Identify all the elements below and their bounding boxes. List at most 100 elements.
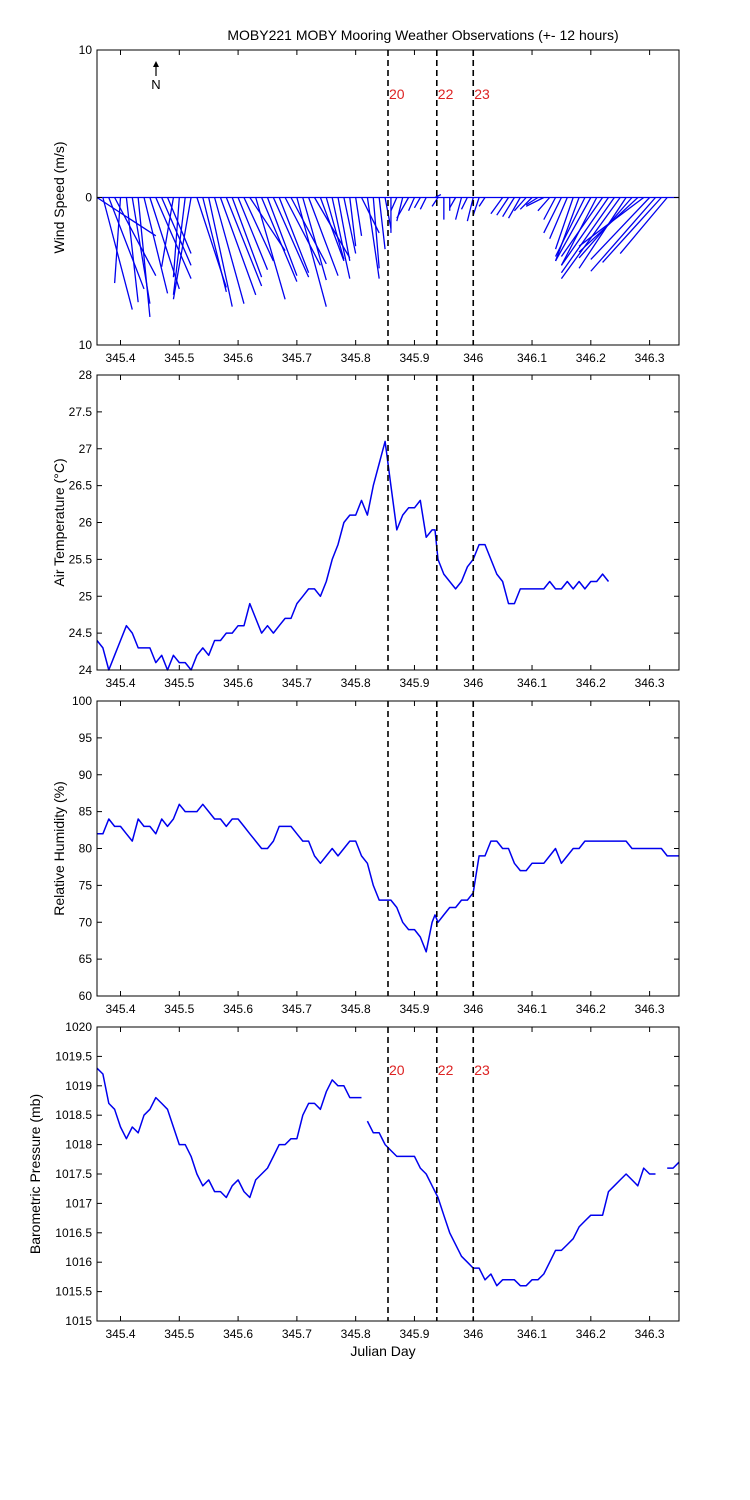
y-axis-label: Air Temperature (°C) [51,458,67,586]
x-tick-label: 345.5 [164,351,194,365]
wind-vector [319,197,345,262]
y-tick-label: 10 [79,43,93,57]
x-tick-label: 345.8 [341,676,371,690]
wind-vector [502,197,515,218]
y-tick-label: 1016.5 [55,1226,92,1240]
wind-vector [172,197,192,300]
x-tick-label: 346.2 [576,1002,606,1016]
x-tick-label: 345.6 [223,1002,253,1016]
x-tick-label: 346.1 [517,1327,547,1341]
x-tick-label: 346.3 [635,351,665,365]
wind-speed-panel: N 20 22 23 10 0 10 345.4 345.5 345.6 345.7 345.8 345… [51,43,680,365]
x-tick-label: 345.4 [105,351,135,365]
y-axis-label: Barometric Pressure (mb) [27,1094,43,1254]
x-tick-label: 345.5 [164,676,194,690]
wind-vector [554,197,586,257]
wind-vector [237,197,269,271]
x-tick-label: 345.7 [282,676,312,690]
wind-vector [219,197,257,296]
wind-vector [284,197,321,266]
y-tick-label: 25 [79,589,93,603]
x-tick-label: 345.8 [341,1002,371,1016]
x-tick-label: 345.9 [399,676,429,690]
wind-vector [261,197,298,282]
wind-vector [202,197,227,293]
wind-vector [302,197,327,281]
wind-vector [137,197,151,318]
wind-vector [578,197,627,269]
wind-vector [266,197,298,276]
y-tick-label: 24.5 [69,626,93,640]
y-tick-label: 0 [85,191,92,205]
wind-vector [278,197,310,273]
series-line [97,803,679,953]
wind-vector [143,197,169,294]
y-axis-label: Wind Speed (m/s) [51,141,67,253]
y-tick-label: 24 [79,663,93,677]
y-tick-label: 26 [79,516,93,530]
wind-vector [490,197,504,215]
wind-vector [543,197,563,234]
x-tick-label: 345.5 [164,1002,194,1016]
y-tick-label: 1016 [65,1255,92,1269]
y-tick-label: 1015.5 [55,1285,92,1299]
wind-vector [125,197,139,303]
wind-vector [372,197,380,269]
y-tick-label: 25.5 [69,552,93,566]
event-marker-label: 22 [438,86,454,102]
wind-vector [243,197,274,262]
air-temperature-panel: 24 24.5 25 25.5 26 26.5 27 27.5 28 345.4 345.5 345.… [51,368,680,690]
wind-vector [449,197,457,209]
north-label: N [151,77,160,92]
y-tick-label: 1019.5 [55,1049,92,1063]
y-tick-label: 10 [79,338,93,352]
x-tick-label: 345.5 [164,1327,194,1341]
wind-vector [296,197,327,307]
series-line [96,440,610,671]
wind-vector [590,197,651,260]
wind-vector [114,197,157,276]
wind-vector [213,197,245,304]
x-tick-label: 345.6 [223,676,253,690]
wind-vector [208,197,233,307]
y-tick-label: 1019 [65,1079,92,1093]
wind-vector [560,197,609,266]
wind-vector [619,197,668,254]
x-tick-label: 345.6 [223,351,253,365]
figure-title: MOBY221 MOBY Mooring Weather Observation… [227,27,618,43]
wind-vector [554,197,574,250]
wind-vector [349,197,357,247]
wind-vector [413,197,421,209]
wind-vector [519,197,533,210]
event-marker-label: 20 [389,86,405,102]
x-tick-label: 345.9 [399,1002,429,1016]
wind-vector [554,197,592,262]
wind-vector [343,197,357,254]
y-tick-label: 27.5 [69,405,93,419]
x-tick-label: 346.1 [517,1002,547,1016]
wind-vector [96,196,157,237]
x-tick-label: 345.9 [399,351,429,365]
x-tick-label: 345.8 [341,351,371,365]
wind-vector [355,197,363,236]
wind-vector [337,197,351,262]
wind-vector [460,197,468,210]
wind-vector [272,197,310,278]
wind-vector [325,197,345,260]
wind-vector [108,197,145,290]
y-tick-label: 26.5 [69,479,93,493]
y-tick-label: 95 [79,731,93,745]
x-tick-label: 346.2 [576,351,606,365]
wind-vector [249,197,286,251]
wind-vector [466,197,474,222]
series-line [366,1120,656,1287]
wind-vector [255,197,286,300]
wind-vector [225,197,263,287]
wind-vector [308,197,339,276]
wind-vector [102,197,133,310]
wind-vector [434,193,442,199]
wind-vector [161,197,175,267]
series-line [96,1067,362,1199]
y-tick-label: 1018.5 [55,1108,92,1122]
